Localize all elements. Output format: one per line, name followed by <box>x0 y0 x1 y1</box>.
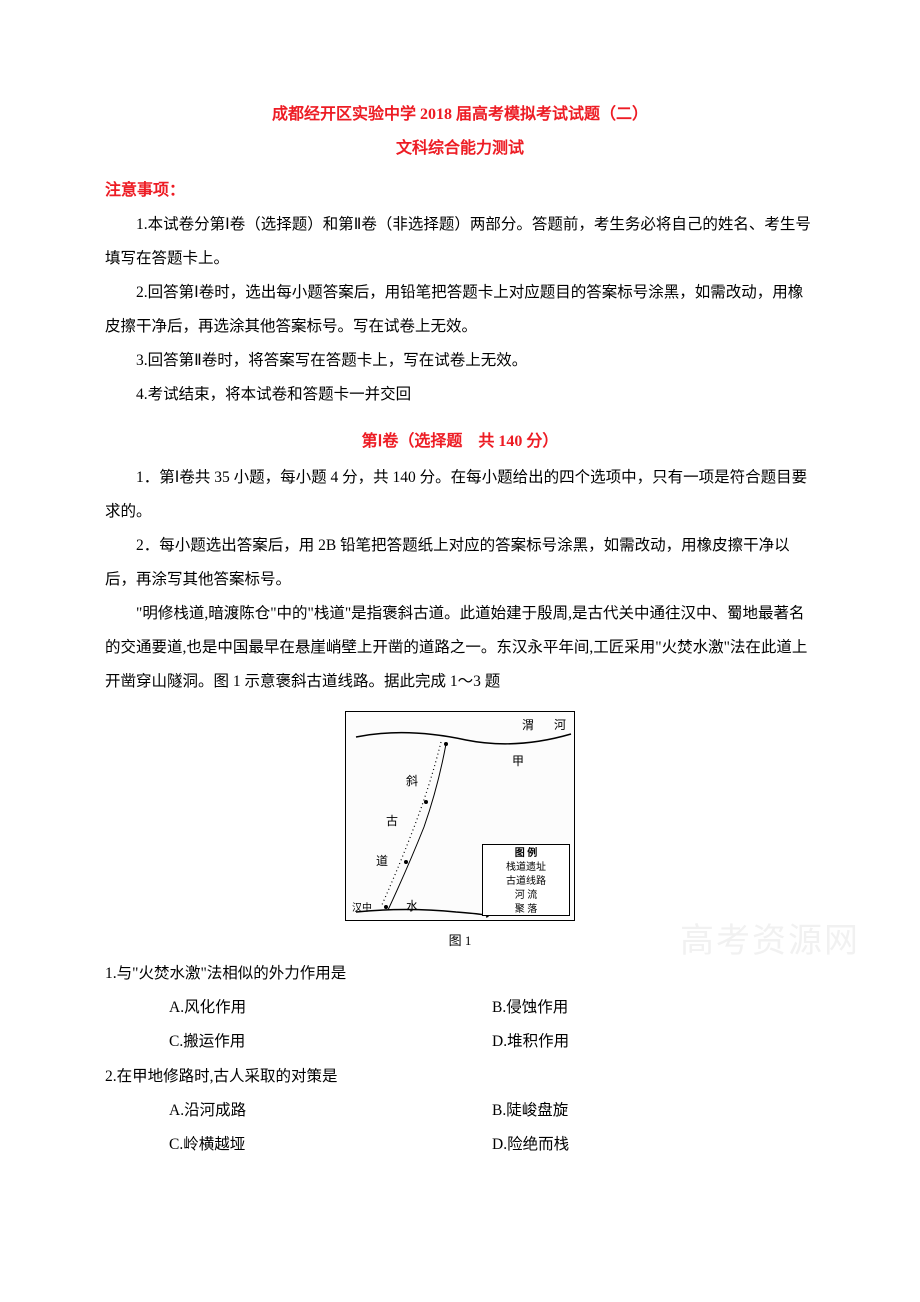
option-a: A.沿河成路 <box>169 1094 492 1128</box>
part1-instruction: 1．第Ⅰ卷共 35 小题，每小题 4 分，共 140 分。在每小题给出的四个选项… <box>105 461 815 529</box>
notice-item: 4.考试结束，将本试卷和答题卡一并交回 <box>105 378 815 412</box>
question-stem: 2.在甲地修路时,古人采取的对策是 <box>105 1060 815 1094</box>
part1-instruction: 2．每小题选出答案后，用 2B 铅笔把答题纸上对应的答案标号涂黑，如需改动，用橡… <box>105 529 815 597</box>
question-options: A.沿河成路 B.陡峻盘旋 C.岭横越垭 D.险绝而栈 <box>105 1094 815 1162</box>
figure-container: 渭 河 斜 古 道 甲 水 汉中 图 例 栈道遗址 古道线路 河 流 聚 落 图… <box>105 711 815 949</box>
option-d: D.堆积作用 <box>492 1025 815 1059</box>
option-b: B.陡峻盘旋 <box>492 1094 815 1128</box>
notice-item: 1.本试卷分第Ⅰ卷（选择题）和第Ⅱ卷（非选择题）两部分。答题前，考生务必将自己的… <box>105 208 815 276</box>
option-b: B.侵蚀作用 <box>492 991 815 1025</box>
question-options: A.风化作用 B.侵蚀作用 C.搬运作用 D.堆积作用 <box>105 991 815 1059</box>
option-a: A.风化作用 <box>169 991 492 1025</box>
part1-title: 第Ⅰ卷（选择题 共 140 分） <box>105 427 815 451</box>
notice-item: 3.回答第Ⅱ卷时，将答案写在答题卡上，写在试卷上无效。 <box>105 344 815 378</box>
option-d: D.险绝而栈 <box>492 1128 815 1162</box>
notice-item: 2.回答第Ⅰ卷时，选出每小题答案后，用铅笔把答题卡上对应题目的答案标号涂黑，如需… <box>105 276 815 344</box>
notice-header: 注意事项： <box>105 176 815 200</box>
map-figure: 渭 河 斜 古 道 甲 水 汉中 图 例 栈道遗址 古道线路 河 流 聚 落 <box>345 711 575 921</box>
legend-title: 图 例 <box>485 847 567 861</box>
option-c: C.岭横越垭 <box>169 1128 492 1162</box>
figure-caption: 图 1 <box>105 930 815 949</box>
legend-item: 河 流 <box>485 889 567 903</box>
exam-title-line1: 成都经开区实验中学 2018 届高考模拟考试试题（二） <box>105 100 815 124</box>
map-legend: 图 例 栈道遗址 古道线路 河 流 聚 落 <box>482 844 570 916</box>
legend-item: 聚 落 <box>485 903 567 917</box>
option-c: C.搬运作用 <box>169 1025 492 1059</box>
exam-title-line2: 文科综合能力测试 <box>105 134 815 158</box>
legend-item: 古道线路 <box>485 875 567 889</box>
legend-item: 栈道遗址 <box>485 861 567 875</box>
passage-text: "明修栈道,暗渡陈仓"中的"栈道"是指褒斜古道。此道始建于殷周,是古代关中通往汉… <box>105 597 815 699</box>
question-stem: 1.与"火焚水激"法相似的外力作用是 <box>105 957 815 991</box>
